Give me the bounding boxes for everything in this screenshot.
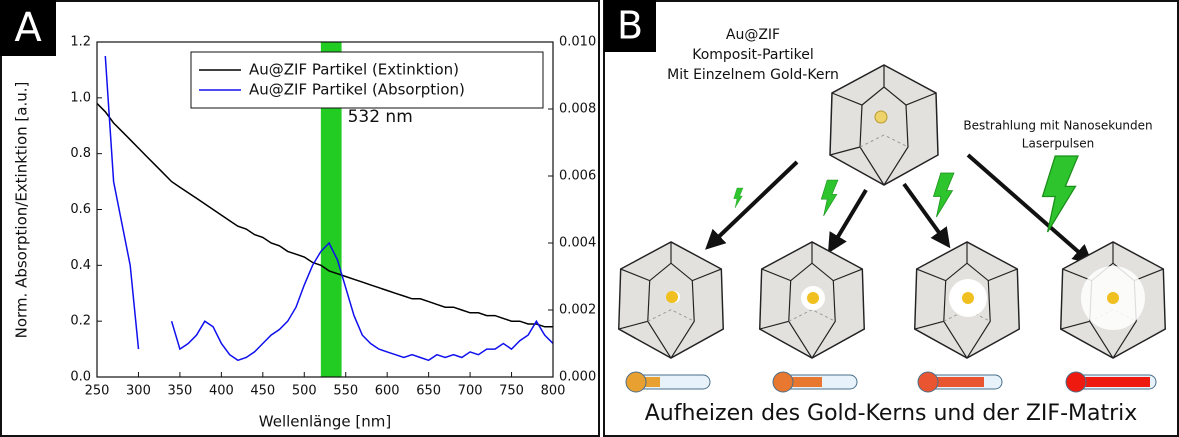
arrow — [966, 153, 1094, 265]
y2-tick-label: 0.010 — [559, 35, 596, 50]
y2-tick-label: 0.004 — [559, 236, 596, 251]
arrow — [705, 160, 799, 250]
particle-title: Komposit-Partikel — [692, 47, 814, 63]
panel-b: B Au@ZIF Komposit-Partikel Mit Einzelnem… — [603, 0, 1179, 437]
x-tick-label: 550 — [333, 384, 358, 399]
caption: Aufheizen des Gold-Kerns und der ZIF-Mat… — [645, 401, 1138, 426]
gold-core — [874, 110, 888, 124]
panel-label: A — [14, 5, 42, 51]
x-tick-label: 750 — [499, 384, 524, 399]
x-tick-label: 700 — [458, 384, 483, 399]
y2-tick-label: 0.000 — [559, 370, 596, 385]
gold-core — [807, 292, 819, 304]
y2-tick-label: 0.008 — [559, 102, 596, 117]
thermometer-fill — [1070, 377, 1150, 387]
gold-core — [1107, 292, 1119, 304]
panel-label-box — [604, 0, 656, 52]
y-tick-label: 0.4 — [70, 258, 91, 273]
x-tick-label: 400 — [209, 384, 234, 399]
panel-label-box — [0, 0, 56, 56]
y-tick-label: 0.0 — [70, 370, 91, 385]
arrow — [827, 188, 868, 254]
particle-title: Mit Einzelnem Gold-Kern — [667, 67, 839, 83]
y-tick-label: 0.2 — [70, 314, 91, 329]
panel-label: B — [617, 4, 643, 48]
irradiation-text: Bestrahlung mit Nanosekunden — [963, 119, 1152, 133]
plot-area: 532 nm — [97, 42, 553, 377]
x-axis-label: Wellenlänge [nm] — [259, 413, 391, 431]
panel-a: A Wellenlänge [nm] Norm. Absorption/Exti… — [0, 0, 600, 437]
x-tick-label: 350 — [167, 384, 192, 399]
y-tick-label: 1.0 — [70, 90, 91, 105]
y-tick-label: 0.6 — [70, 202, 91, 217]
legend-label: Au@ZIF Partikel (Absorption) — [249, 81, 465, 99]
thermometer-bulb — [1065, 371, 1087, 393]
x-tick-label: 500 — [292, 384, 317, 399]
series-line — [97, 102, 553, 328]
x-tick-label: 300 — [126, 384, 151, 399]
y2-tick-label: 0.002 — [559, 303, 596, 318]
particle-title: Au@ZIF — [726, 27, 780, 43]
thermometer-fill — [777, 377, 822, 387]
thermometer-bulb — [772, 371, 794, 393]
x-tick-label: 800 — [541, 384, 566, 399]
thermometers — [625, 371, 1157, 393]
y-tick-label: 1.2 — [70, 35, 91, 50]
y-axis-label: Norm. Absorption/Extinktion [a.u.] — [13, 82, 31, 339]
x-tick-label: 650 — [416, 384, 441, 399]
gold-core — [666, 291, 678, 303]
x-tick-label: 250 — [85, 384, 110, 399]
arrow — [902, 182, 951, 249]
series-line — [104, 55, 553, 362]
y-tick-label: 0.8 — [70, 146, 91, 161]
irradiation-text: Laserpulsen — [1022, 137, 1094, 151]
laser-band — [320, 42, 342, 377]
legend-label: Au@ZIF Partikel (Extinktion) — [249, 61, 459, 79]
x-tick-label: 450 — [250, 384, 275, 399]
thermometer-fill — [922, 377, 984, 387]
legend-box — [190, 51, 544, 109]
gold-core — [962, 292, 974, 304]
x-tick-label: 600 — [375, 384, 400, 399]
thermometer-bulb — [917, 371, 939, 393]
thermometer-bulb — [625, 371, 647, 393]
band-label: 532 nm — [348, 107, 413, 127]
y2-tick-label: 0.006 — [559, 169, 596, 184]
